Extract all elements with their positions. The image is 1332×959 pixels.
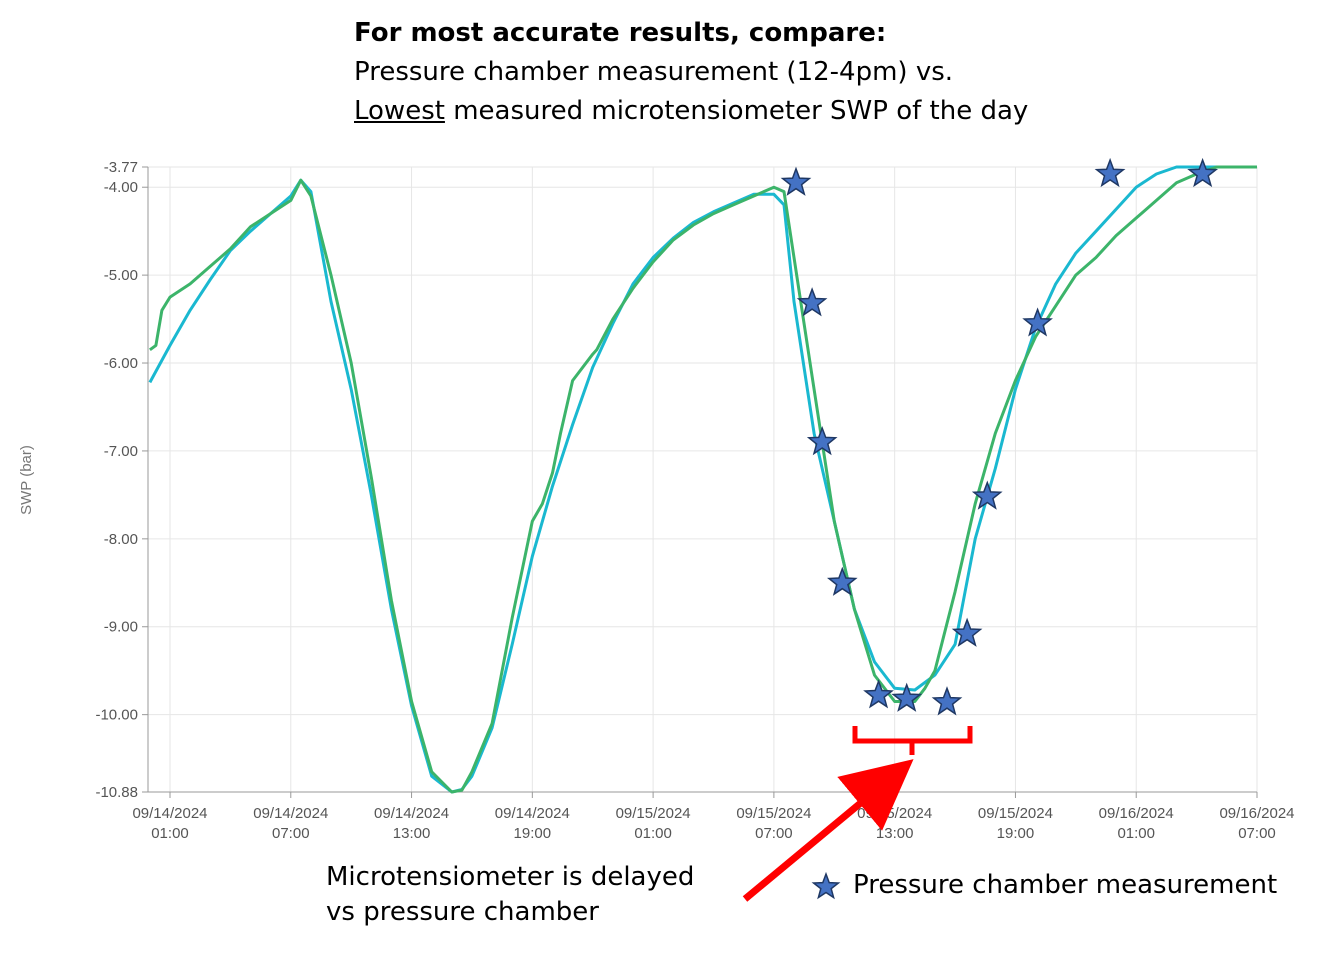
legend-label: Pressure chamber measurement xyxy=(853,870,1278,900)
y-tick-label: -7.00 xyxy=(104,443,138,460)
x-tick-date: 09/14/2024 xyxy=(132,805,207,822)
y-tick-label: -3.77 xyxy=(104,159,138,176)
y-axis-label: SWP (bar) xyxy=(18,445,35,515)
pressure-chamber-star xyxy=(826,566,858,596)
y-tick-label: -5.00 xyxy=(104,267,138,284)
annotation-note: Microtensiometer is delayed vs pressure … xyxy=(326,860,694,930)
x-tick-time: 19:00 xyxy=(514,825,552,842)
pressure-chamber-star xyxy=(1094,157,1126,188)
header-line-1: For most accurate results, compare: xyxy=(354,18,887,48)
pressure-chamber-star xyxy=(863,679,894,709)
x-tick-time: 07:00 xyxy=(755,825,793,842)
pressure-chamber-star xyxy=(1187,157,1219,188)
legend-star-icon xyxy=(811,871,841,900)
header-line-2: Pressure chamber measurement (12-4pm) vs… xyxy=(354,57,954,87)
x-tick-time: 01:00 xyxy=(634,825,672,842)
pressure-chamber-stars xyxy=(780,157,1219,716)
x-tick-time: 07:00 xyxy=(272,825,310,842)
annotation-line-1: Microtensiometer is delayed xyxy=(326,862,695,892)
y-tick-label: -8.00 xyxy=(104,531,138,548)
x-tick-date: 09/16/2024 xyxy=(1219,805,1294,822)
y-tick-label: -10.88 xyxy=(95,784,138,801)
y-tick-label: -6.00 xyxy=(104,355,138,372)
x-tick-time: 13:00 xyxy=(393,825,431,842)
x-tick-time: 13:00 xyxy=(876,825,914,842)
header-line-3: Lowest measured microtensiometer SWP of … xyxy=(354,92,1028,131)
y-tick-label: -9.00 xyxy=(104,619,138,636)
pressure-chamber-star xyxy=(951,617,983,647)
x-tick-time: 01:00 xyxy=(1117,825,1155,842)
pressure-chamber-star xyxy=(1022,307,1053,337)
series-line-green xyxy=(149,165,1257,794)
x-tick-date: 09/14/2024 xyxy=(495,805,570,822)
x-tick-date: 09/15/2024 xyxy=(857,805,932,822)
pressure-chamber-star xyxy=(931,686,963,716)
legend-star xyxy=(811,871,841,900)
pressure-chamber-star xyxy=(891,682,923,712)
annotation-arrow xyxy=(742,759,914,902)
header: For most accurate results, compare: Pres… xyxy=(354,14,1028,131)
x-tick-date: 09/15/2024 xyxy=(978,805,1053,822)
series-lines xyxy=(148,165,1257,794)
x-tick-date: 09/14/2024 xyxy=(253,805,328,822)
series-line-teal xyxy=(148,165,1257,794)
x-tick-date: 09/15/2024 xyxy=(736,805,811,822)
x-tick-date: 09/15/2024 xyxy=(616,805,691,822)
pressure-chamber-star xyxy=(971,480,1003,510)
pressure-chamber-star xyxy=(806,425,838,456)
x-tick-time: 01:00 xyxy=(151,825,189,842)
pressure-chamber-star xyxy=(780,166,812,196)
pressure-chamber-star xyxy=(796,287,828,317)
annotation-line-2: vs pressure chamber xyxy=(326,897,599,927)
header-line-3-rest: measured microtensiometer SWP of the day xyxy=(444,96,1029,126)
y-ticks: -3.77 -4.00 -5.00 -6.00 -7.00 -8.00 -9.00 -10.0… xyxy=(95,159,148,801)
axes xyxy=(147,167,1257,793)
header-underlined-word: Lowest xyxy=(354,96,445,126)
x-ticks: 09/14/2024 01:00 09/14/2024 07:00 09/14/2024… xyxy=(132,792,1295,842)
x-tick-time: 07:00 xyxy=(1238,825,1276,842)
y-tick-label: -4.00 xyxy=(104,179,138,196)
bracket xyxy=(852,726,973,755)
x-tick-date: 09/16/2024 xyxy=(1099,805,1174,822)
x-tick-time: 19:00 xyxy=(997,825,1035,842)
x-tick-date: 09/14/2024 xyxy=(374,805,449,822)
grid xyxy=(148,166,1258,793)
y-tick-label: -10.00 xyxy=(95,707,138,724)
